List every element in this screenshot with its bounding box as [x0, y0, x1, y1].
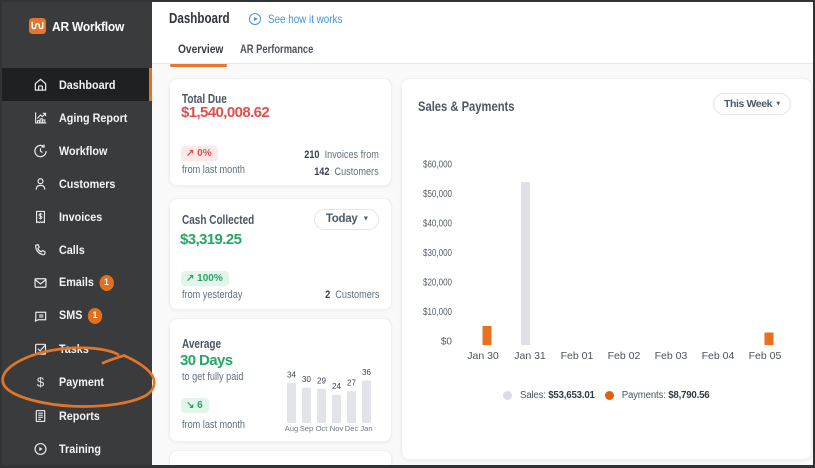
svg-text:$10,000: $10,000 [423, 307, 452, 318]
svg-text:Oct: Oct [316, 424, 329, 433]
svg-text:24: 24 [332, 382, 341, 391]
svg-text:$0: $0 [441, 337, 453, 348]
svg-text:36: 36 [362, 368, 371, 377]
svg-text:Aug: Aug [285, 424, 298, 433]
svg-text:Jan: Jan [360, 424, 372, 433]
svg-text:$: $ [37, 374, 45, 389]
svg-text:$40,000: $40,000 [423, 219, 452, 230]
svg-text:$20,000: $20,000 [423, 278, 452, 289]
svg-text:$60,000: $60,000 [423, 160, 452, 171]
svg-text:Jan 31: Jan 31 [514, 350, 546, 362]
svg-text:Sep: Sep [300, 424, 314, 433]
svg-text:Feb 04: Feb 04 [702, 350, 735, 362]
svg-text:27: 27 [347, 379, 356, 388]
svg-text:$30,000: $30,000 [423, 248, 452, 259]
svg-text:34: 34 [287, 370, 296, 379]
svg-text:29: 29 [317, 376, 326, 385]
svg-text:Feb 05: Feb 05 [749, 350, 782, 362]
svg-text:Feb 02: Feb 02 [608, 350, 641, 362]
svg-text:Jan 30: Jan 30 [467, 350, 499, 362]
svg-text:Feb 01: Feb 01 [561, 350, 594, 362]
svg-text:Dec: Dec [345, 424, 359, 433]
svg-text:30: 30 [302, 375, 311, 384]
svg-text:Nov: Nov [330, 424, 344, 433]
svg-text:$50,000: $50,000 [423, 189, 452, 200]
svg-text:Feb 03: Feb 03 [655, 350, 688, 362]
